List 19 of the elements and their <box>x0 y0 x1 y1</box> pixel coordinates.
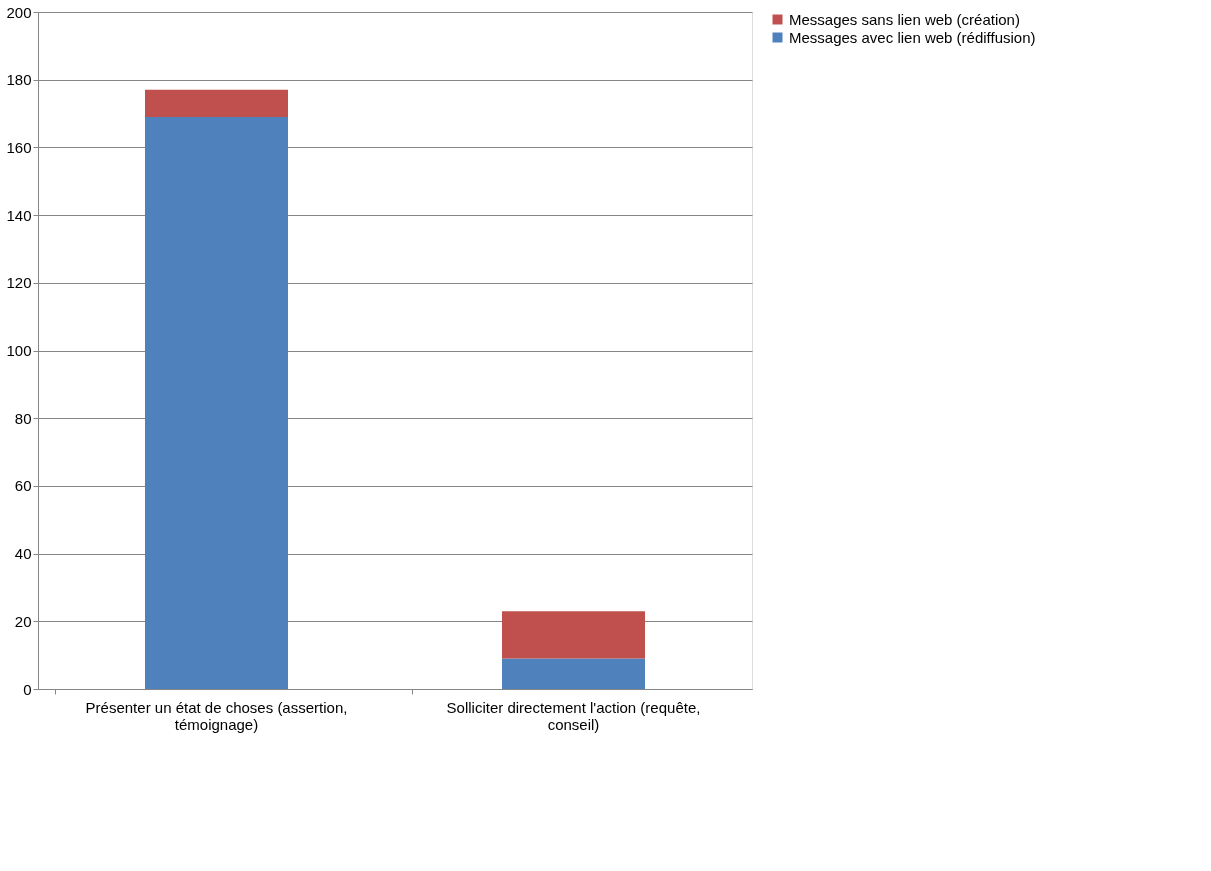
bar <box>145 116 288 689</box>
bar <box>502 658 645 689</box>
bar <box>502 611 645 659</box>
y-tick-label: 40 <box>14 545 32 563</box>
bar <box>145 89 288 117</box>
y-tick-label: 140 <box>6 206 32 224</box>
y-tick-label: 80 <box>14 409 32 427</box>
y-tick-label: 160 <box>6 138 32 156</box>
x-tick-label: Solliciter directement l'action (requête, conseil) <box>446 698 701 733</box>
y-tick-label: 120 <box>6 274 32 292</box>
y-tick-label: 200 <box>6 3 32 21</box>
legend-label: Messages avec lien web (rédiffusion) <box>789 28 1036 46</box>
y-tick-label: 0 <box>23 680 32 698</box>
y-tick-label: 180 <box>6 71 32 89</box>
x-tick-label: Présenter un état de choses (assertion, témoignage) <box>85 698 348 733</box>
y-tick-label: 60 <box>14 477 32 495</box>
y-tick-label: 20 <box>14 612 32 630</box>
legend-label: Messages sans lien web (création) <box>789 10 1020 28</box>
y-tick-label: 100 <box>6 342 32 359</box>
